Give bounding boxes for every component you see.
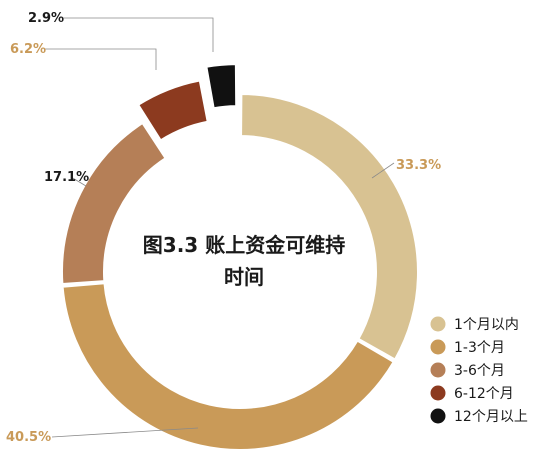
value-label-2: 17.1%: [44, 170, 89, 185]
slice-12-4: [205, 63, 238, 110]
leader-line-1: [51, 427, 199, 438]
slice-3-6-2: [61, 121, 167, 286]
chart-title-line-1: 时间: [224, 265, 264, 289]
slice-1-3-1: [61, 282, 396, 451]
value-label-3: 6.2%: [10, 42, 46, 57]
legend-swatch-3: [430, 385, 446, 401]
legend-label-4: 12个月以上: [454, 409, 528, 425]
leader-line-2: [70, 176, 87, 187]
legend-label-3: 6-12个月: [454, 386, 514, 402]
legend-label-1: 1-3个月: [454, 340, 505, 356]
legend-label-0: 1个月以内: [454, 317, 519, 333]
leader-line-0: [371, 162, 395, 179]
legend-label-2: 3-6个月: [454, 363, 505, 379]
leader-line-4: [62, 17, 214, 52]
legend-swatch-4: [430, 408, 446, 424]
slice-6-12-3: [136, 79, 209, 142]
legend-swatch-1: [430, 339, 446, 355]
chart-title-line-0: 图3.3 账上资金可维持: [143, 233, 345, 257]
value-label-1: 40.5%: [6, 430, 51, 445]
value-label-0: 33.3%: [396, 158, 441, 173]
legend-swatch-0: [430, 316, 446, 332]
value-label-4: 2.9%: [28, 11, 64, 26]
legend-swatch-2: [430, 362, 446, 378]
slice-1-0: [240, 92, 419, 361]
leader-line-3: [44, 48, 157, 70]
